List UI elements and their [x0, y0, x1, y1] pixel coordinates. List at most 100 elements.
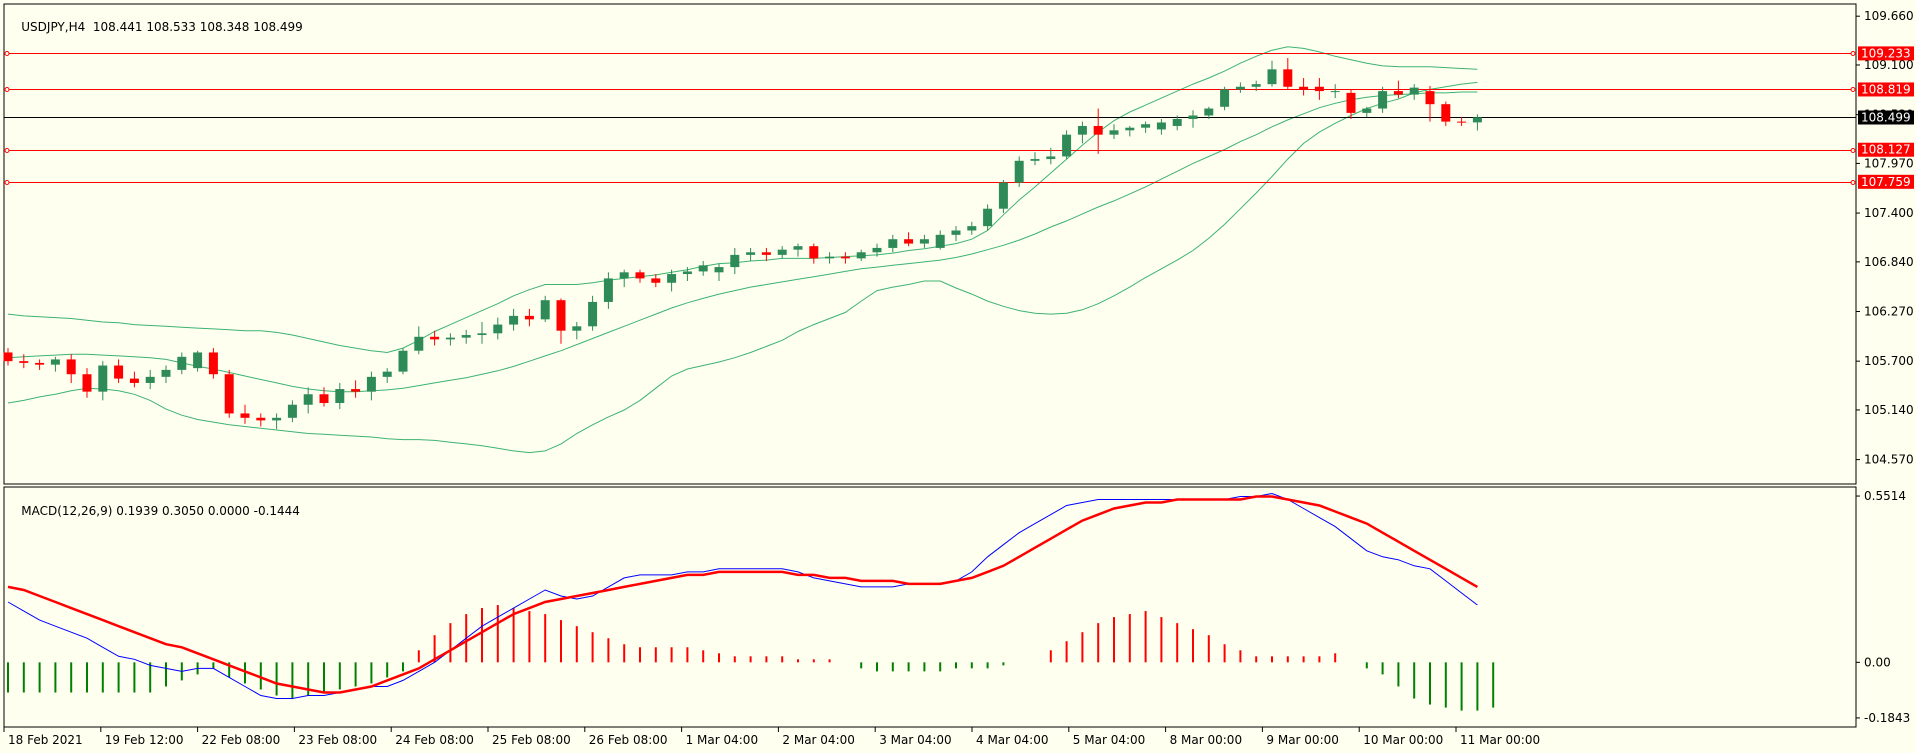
candle [177, 352, 187, 375]
candle-body [1204, 108, 1214, 116]
price-tick-label-6: 106.270 [1864, 305, 1914, 319]
price-tick-label-4: 107.400 [1864, 206, 1914, 220]
candle-body [240, 413, 250, 418]
candle-body [1125, 127, 1135, 131]
candle-body [856, 252, 866, 259]
candle-body [382, 371, 392, 377]
candle [651, 274, 661, 288]
candle [509, 308, 519, 331]
candle-body [1156, 122, 1166, 130]
candle [524, 308, 534, 327]
candle [98, 361, 108, 401]
candle [1425, 85, 1435, 122]
candle [682, 267, 692, 282]
time-tick-label-1: 19 Feb 12:00 [105, 733, 184, 747]
candle [951, 226, 961, 241]
candle-body [177, 356, 187, 370]
candle-body [1030, 159, 1040, 161]
candle-body [129, 378, 139, 383]
candle-body [1299, 86, 1309, 90]
level-price-label-0: 109.233 [1861, 46, 1911, 60]
candle [809, 243, 819, 264]
candle-body [951, 230, 961, 235]
candle-body [398, 350, 408, 372]
price-tick-label-1: 109.100 [1864, 58, 1914, 72]
candle [414, 326, 424, 355]
candle [303, 387, 313, 414]
candle [35, 359, 45, 370]
candle [1220, 86, 1230, 111]
level-price-label-3: 107.759 [1861, 175, 1911, 189]
candle-body [414, 336, 424, 351]
candle-body [809, 246, 819, 259]
symbol-label: USDJPY,H4 [21, 20, 86, 34]
candle-body [287, 404, 297, 418]
candle-body [1457, 121, 1467, 123]
bid-price-tag [1858, 110, 1914, 125]
time-tick-label-0: 18 Feb 2021 [8, 733, 83, 747]
time-tick-label-9: 3 Mar 04:00 [879, 733, 952, 747]
candle-body [98, 365, 108, 392]
candle [145, 369, 155, 390]
candle-body [1330, 91, 1340, 93]
candle [1409, 84, 1419, 100]
candle [493, 317, 503, 340]
candle-body [998, 182, 1008, 209]
candle-body [50, 359, 60, 365]
candle [161, 365, 171, 383]
candle [351, 380, 361, 398]
candle [477, 321, 487, 344]
candle [319, 387, 329, 407]
macd-main-line [7, 492, 1478, 699]
candle [1014, 156, 1024, 187]
horizontal-levels [4, 51, 1856, 185]
candle [335, 382, 345, 410]
candle [66, 354, 76, 383]
candle-body [935, 234, 945, 248]
level-handle-0 [4, 51, 10, 56]
candle-body [461, 335, 471, 338]
candle-body [1441, 104, 1451, 122]
level-handle-3 [4, 180, 10, 185]
level-price-tag-0 [1858, 46, 1914, 61]
candle [193, 350, 203, 372]
candle [445, 333, 455, 346]
candle-body [509, 315, 519, 325]
candle [1172, 115, 1182, 131]
candle [793, 243, 803, 257]
level-price-tag-3 [1858, 174, 1914, 189]
candle [256, 413, 266, 427]
candle [667, 269, 677, 292]
macd-indicator [7, 492, 1495, 711]
candle [1156, 118, 1166, 135]
time-tick-label-10: 4 Mar 04:00 [976, 733, 1049, 747]
bb-lower-line [7, 81, 1478, 454]
candle-body [1188, 115, 1198, 119]
main-panel [3, 3, 1857, 485]
candle [1204, 106, 1214, 119]
candle [461, 329, 471, 344]
candle [761, 247, 771, 261]
candle-body [556, 300, 566, 331]
candle-body [430, 336, 440, 340]
level-price-tag-2 [1858, 142, 1914, 157]
candle-body [1472, 117, 1482, 123]
candle-body [114, 365, 124, 379]
time-tick-label-5: 25 Feb 08:00 [492, 733, 571, 747]
price-axis: 109.660109.100108.530107.970107.400106.8… [1856, 9, 1914, 725]
candle-body [1409, 87, 1419, 95]
candle-body [303, 394, 313, 405]
candle [619, 269, 629, 288]
candle [272, 413, 282, 430]
candle-body [714, 267, 724, 273]
time-tick-label-14: 10 Mar 00:00 [1363, 733, 1443, 747]
candle-body [746, 252, 756, 255]
candle-body [1346, 92, 1356, 113]
candle-body [66, 359, 76, 375]
candle-body [967, 226, 977, 231]
candle [888, 234, 898, 253]
candle [825, 252, 835, 264]
candle-body [888, 239, 898, 248]
